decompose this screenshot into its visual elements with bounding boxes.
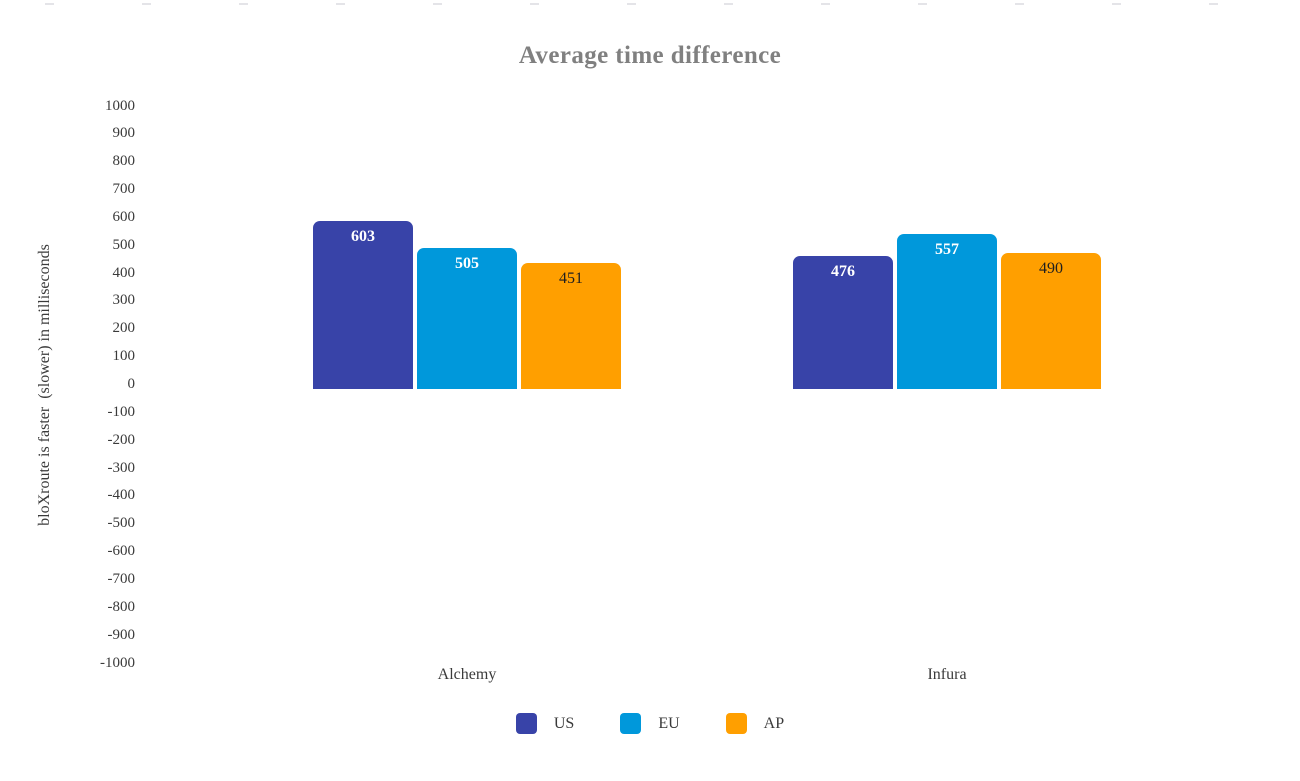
y-tick-label: 800 bbox=[112, 153, 136, 170]
bar-value-label: 476 bbox=[831, 263, 855, 280]
y-tick-label: -100 bbox=[107, 403, 136, 420]
bar-us-infura: 476 bbox=[793, 256, 893, 389]
category-label-alchemy: Alchemy bbox=[437, 666, 497, 683]
bar-ap-alchemy: 451 bbox=[521, 263, 621, 389]
y-tick-label: 500 bbox=[112, 236, 136, 253]
bar-value-label: 451 bbox=[559, 270, 583, 287]
y-tick-label: -700 bbox=[107, 570, 136, 587]
legend-item-eu: EU bbox=[620, 713, 680, 734]
category-label-infura: Infura bbox=[927, 666, 967, 683]
bar-us-alchemy: 603 bbox=[313, 221, 413, 389]
bar-value-label: 557 bbox=[935, 241, 959, 258]
y-tick-label: 600 bbox=[112, 208, 136, 225]
chart-title: Average time difference bbox=[518, 42, 782, 69]
y-tick-label: -300 bbox=[107, 459, 136, 476]
bar-value-label: 490 bbox=[1039, 260, 1063, 277]
y-tick-label: 200 bbox=[112, 320, 136, 337]
bar-ap-infura: 490 bbox=[1001, 253, 1101, 389]
y-tick-label: -1000 bbox=[100, 654, 135, 671]
legend-swatch-ap bbox=[725, 713, 747, 734]
y-tick-label: -900 bbox=[107, 626, 136, 643]
y-tick-label: 1000 bbox=[105, 97, 135, 114]
y-tick-label: 100 bbox=[112, 348, 136, 365]
bar-value-label: 603 bbox=[351, 228, 375, 245]
bar-eu-infura: 557 bbox=[897, 234, 997, 389]
legend: US EU AP bbox=[0, 713, 1300, 734]
y-tick-label: -800 bbox=[107, 598, 136, 615]
y-tick-label: 700 bbox=[112, 181, 136, 198]
y-tick-label: -200 bbox=[107, 431, 136, 448]
y-tick-label: 900 bbox=[112, 125, 136, 142]
y-tick-label: 400 bbox=[112, 264, 136, 281]
legend-swatch-eu bbox=[620, 713, 642, 734]
legend-label-us: US bbox=[553, 714, 575, 732]
bar-value-label: 505 bbox=[455, 255, 479, 272]
legend-label-ap: AP bbox=[763, 714, 785, 732]
legend-label-eu: EU bbox=[658, 714, 680, 732]
y-tick-label: -600 bbox=[107, 543, 136, 560]
cropped-text-artifacts bbox=[45, 3, 1300, 5]
y-tick-label: 300 bbox=[112, 292, 136, 309]
y-tick-label: -500 bbox=[107, 515, 136, 532]
y-tick-label: 0 bbox=[127, 376, 136, 392]
bar-eu-alchemy: 505 bbox=[417, 248, 517, 389]
y-tick-label: -400 bbox=[107, 487, 136, 504]
legend-swatch-us bbox=[515, 713, 537, 734]
legend-item-us: US bbox=[515, 713, 575, 734]
legend-item-ap: AP bbox=[725, 713, 785, 734]
